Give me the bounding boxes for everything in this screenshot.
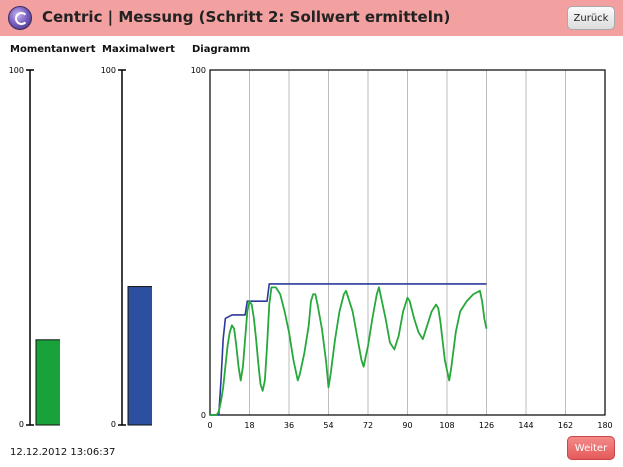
momentanwert-gauge: 100 0: [9, 66, 60, 429]
chart-x-tick-label: 90: [402, 421, 412, 430]
maximalwert-bar: [127, 286, 152, 426]
chart-x-tick-label: 18: [244, 421, 254, 430]
chart-grid: [249, 70, 566, 415]
chart-x-tick-label: 0: [207, 421, 212, 430]
back-button[interactable]: Zurück: [567, 6, 615, 30]
chart-x-tick-label: 126: [479, 421, 494, 430]
chart-series-line-max: [210, 283, 487, 416]
chart-series: [210, 283, 488, 416]
chart-x-tick-label: 180: [597, 421, 612, 430]
chart-y-tick-labels: 0 100: [191, 66, 206, 420]
title-bar: Centric | Messung (Schritt 2: Sollwert e…: [0, 0, 623, 36]
chart-x-tick-label: 54: [323, 421, 333, 430]
maximalwert-max-label: 100: [101, 66, 116, 75]
chart-x-tick-label: 108: [439, 421, 454, 430]
chart-x-tick-label: 144: [518, 421, 533, 430]
momentanwert-label: Momentanwert: [10, 44, 96, 55]
maximalwert-min-label: 0: [111, 420, 116, 429]
maximalwert-gauge: 100 0: [101, 66, 152, 429]
chart-y-tick-label: 100: [191, 66, 206, 75]
diagram-chart: 0 100 0 18 36 54 72 90 108 126 144 162 180: [191, 66, 613, 430]
next-button[interactable]: Weiter: [567, 436, 615, 460]
chart-x-tick-label: 72: [363, 421, 373, 430]
chart-series-line-current: [210, 286, 488, 416]
chart-y-tick-label: 0: [201, 411, 206, 420]
diagramm-label: Diagramm: [192, 44, 251, 55]
maximalwert-label: Maximalwert: [102, 44, 175, 55]
chart-plot-frame: [209, 69, 606, 416]
momentanwert-max-label: 100: [9, 66, 24, 75]
momentanwert-bar: [35, 339, 60, 426]
momentanwert-min-label: 0: [19, 420, 24, 429]
chart-x-tick-label: 36: [284, 421, 294, 430]
page-title: Centric | Messung (Schritt 2: Sollwert e…: [42, 8, 451, 26]
chart-x-tick-label: 162: [558, 421, 573, 430]
centric-logo-icon: [8, 6, 32, 30]
chart-x-tick-labels: 0 18 36 54 72 90 108 126 144 162 180: [207, 421, 612, 430]
timestamp: 12.12.2012 13:06:37: [10, 447, 116, 458]
